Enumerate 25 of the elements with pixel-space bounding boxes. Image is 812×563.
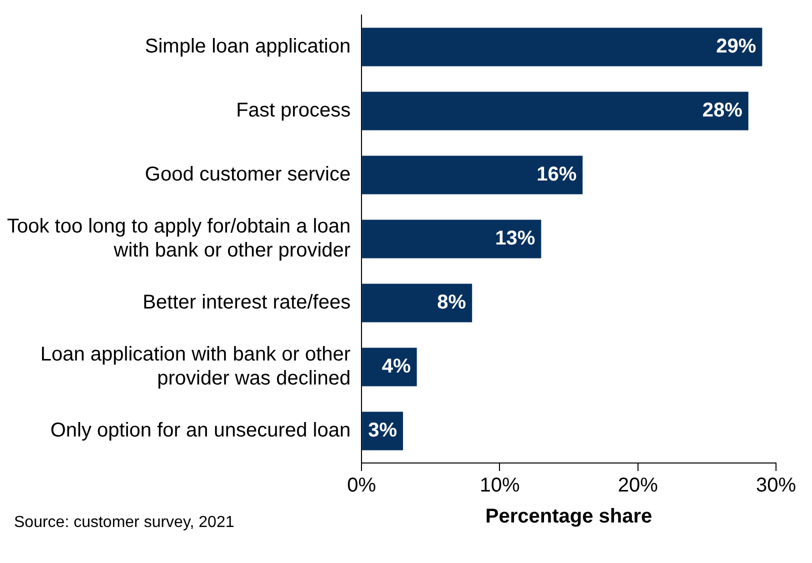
x-axis-title: Percentage share bbox=[485, 506, 652, 528]
y-tick-label: Only option for an unsecured loan bbox=[50, 420, 351, 442]
data-label: 4% bbox=[382, 356, 412, 378]
x-tick-label: 10% bbox=[480, 474, 520, 497]
bar bbox=[362, 156, 583, 194]
data-label: 3% bbox=[368, 420, 398, 442]
x-tick-label: 30% bbox=[756, 474, 796, 497]
bar bbox=[362, 28, 762, 66]
data-label: 16% bbox=[536, 164, 577, 186]
y-tick-label: Loan application with bank or other provider was declined bbox=[40, 344, 351, 390]
bar bbox=[362, 284, 472, 322]
data-label: 29% bbox=[716, 36, 756, 58]
y-tick-label: Good customer service bbox=[144, 164, 351, 186]
x-tick-label: 0% bbox=[347, 474, 376, 497]
data-label: 13% bbox=[495, 228, 536, 250]
data-label: 28% bbox=[702, 100, 743, 122]
y-tick-label: Simple loan application bbox=[144, 36, 351, 58]
data-label: 8% bbox=[437, 292, 466, 314]
y-tick-label: Took too long to apply for/obtain a loan with bank or other provider bbox=[6, 216, 351, 262]
y-tick-label: Better interest rate/fees bbox=[142, 292, 351, 314]
y-tick-label: Fast process bbox=[236, 100, 351, 122]
x-tick-label: 20% bbox=[618, 474, 658, 497]
bar bbox=[362, 220, 542, 258]
bar bbox=[362, 92, 748, 130]
source-note: Source: customer survey, 2021 bbox=[14, 514, 234, 531]
